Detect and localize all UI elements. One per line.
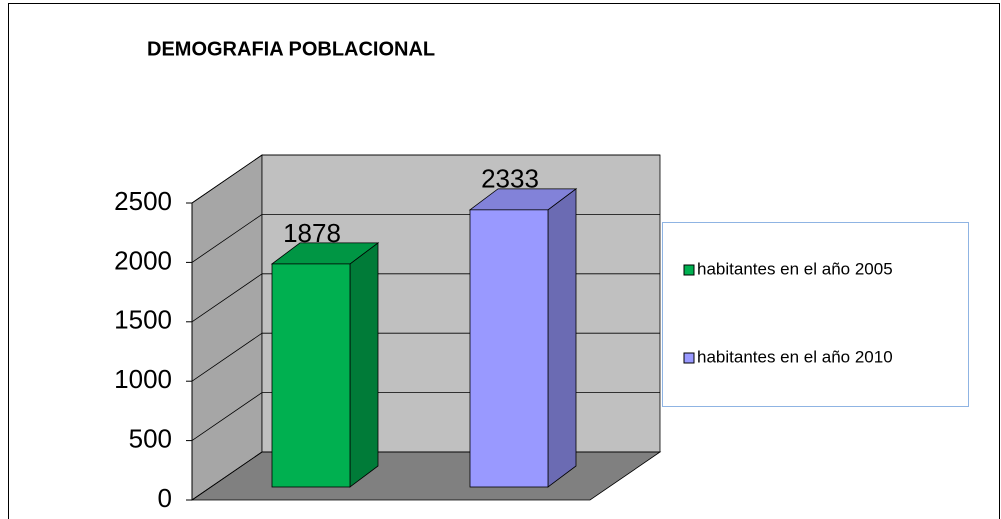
grid-line	[191, 332, 263, 382]
y-tick-label: 1000	[114, 364, 172, 394]
data-label: 1878	[283, 218, 341, 248]
y-tick-label: 500	[129, 423, 172, 453]
grid-line	[191, 214, 263, 263]
bar-side	[349, 242, 379, 488]
legend-label: habitantes en el año 2005	[697, 259, 893, 278]
bar	[271, 263, 351, 488]
legend-label: habitantes en el año 2010	[697, 347, 893, 366]
left-wall	[191, 154, 263, 501]
grid-line	[191, 392, 263, 441]
data-label: 2333	[481, 164, 539, 194]
bar-side	[547, 188, 577, 488]
y-tick-label: 0	[158, 483, 172, 513]
y-tick-label: 2000	[114, 245, 172, 275]
grid-line	[191, 154, 263, 204]
legend-box	[662, 222, 969, 407]
grid-line	[191, 273, 263, 323]
y-tick-label: 1500	[114, 305, 172, 335]
grid-line	[191, 451, 263, 501]
bar	[469, 209, 549, 488]
y-tick-label: 2500	[114, 186, 172, 216]
legend-swatch	[683, 264, 695, 276]
legend-swatch	[683, 352, 695, 364]
floor	[190, 451, 662, 501]
chart-title: DEMOGRAFIA POBLACIONAL	[147, 38, 435, 60]
